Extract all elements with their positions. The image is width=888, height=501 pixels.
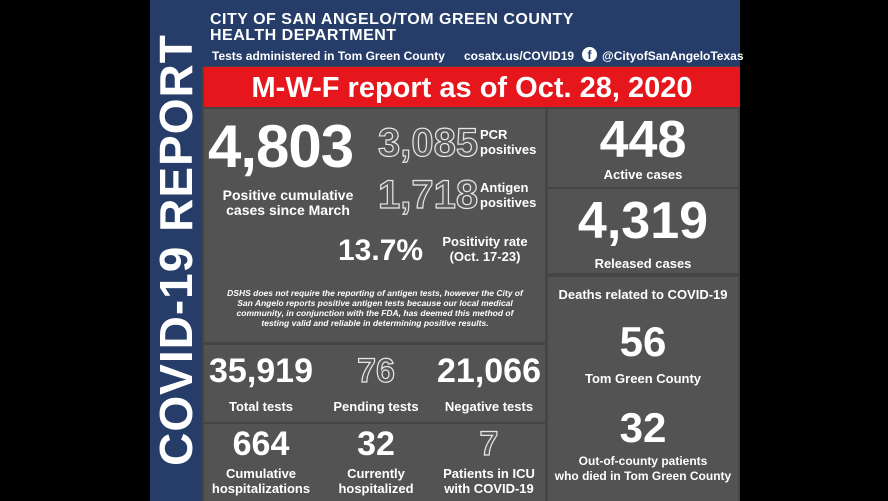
released-cases-panel bbox=[548, 189, 738, 273]
positivity-label-line2: (Oct. 17-23) bbox=[449, 249, 521, 264]
side-title: COVID-19 REPORT bbox=[150, 34, 202, 466]
pcr-positives-label: PCR positives bbox=[480, 127, 536, 157]
antigen-label-line1: Antigen bbox=[480, 180, 529, 195]
pcr-label-line2: positives bbox=[480, 142, 537, 157]
pending-tests-label: Pending tests bbox=[333, 399, 419, 414]
header-website: cosatx.us/COVID19 bbox=[464, 49, 575, 63]
county-deaths-label: Tom Green County bbox=[584, 371, 702, 386]
antigen-label-line2: positives bbox=[480, 195, 537, 210]
out-of-county-line1: Out-of-county patients bbox=[578, 454, 708, 468]
out-of-county-line2: who died in Tom Green County bbox=[554, 469, 732, 483]
cumulative-label-line2: cases since March bbox=[226, 202, 350, 218]
released-cases-label: Released cases bbox=[594, 256, 692, 271]
negative-tests-value: 21,066 bbox=[437, 352, 541, 390]
out-of-county-deaths-label: Out-of-county patients who died in Tom G… bbox=[548, 454, 738, 484]
side-bar bbox=[150, 0, 202, 501]
cumulative-cases-value: 4,803 bbox=[208, 113, 354, 180]
deaths-panel bbox=[548, 277, 738, 501]
hosp-cumulative-line1: Cumulative bbox=[225, 466, 297, 481]
hosp-current-line1: Currently bbox=[347, 466, 405, 481]
pcr-label-line1: PCR bbox=[480, 127, 508, 142]
cumulative-hospitalizations-label: Cumulative hospitalizations bbox=[204, 466, 318, 496]
hospital-panel bbox=[204, 424, 545, 501]
active-cases-panel bbox=[548, 109, 738, 187]
county-deaths-value: 56 bbox=[619, 318, 667, 365]
tests-panel bbox=[204, 345, 545, 422]
report-date-banner: M-W-F report as of Oct. 28, 2020 bbox=[204, 67, 740, 107]
header-title: CITY OF SAN ANGELO/TOM GREEN COUNTY HEAL… bbox=[210, 12, 574, 44]
note-line1: DSHS does not require the reporting of a… bbox=[227, 288, 523, 298]
antigen-reporting-note: DSHS does not require the reporting of a… bbox=[208, 288, 542, 328]
released-cases-value: 4,319 bbox=[577, 192, 709, 250]
header-subtitle: Tests administered in Tom Green County bbox=[212, 49, 445, 63]
header-title-line1: CITY OF SAN ANGELO/TOM GREEN COUNTY bbox=[210, 11, 574, 28]
note-line2: San Angelo reports positive antigen test… bbox=[237, 298, 513, 308]
pending-tests-value: 76 bbox=[356, 351, 395, 390]
active-cases-value: 448 bbox=[599, 111, 687, 169]
facebook-icon: f bbox=[582, 47, 597, 62]
note-line4: testing valid and reliable in determinin… bbox=[261, 318, 489, 328]
positivity-rate-label: Positivity rate (Oct. 17-23) bbox=[432, 234, 538, 264]
header-title-line2: HEALTH DEPARTMENT bbox=[210, 27, 397, 44]
positivity-rate-value: 13.7% bbox=[338, 234, 424, 267]
total-tests-label: Total tests bbox=[228, 399, 294, 414]
positivity-label-line1: Positivity rate bbox=[442, 234, 528, 249]
antigen-positives-value: 1,718 bbox=[377, 172, 479, 217]
active-cases-label: Active cases bbox=[603, 167, 683, 182]
negative-tests-label: Negative tests bbox=[444, 399, 534, 414]
cumulative-cases-label: Positive cumulative cases since March bbox=[208, 188, 368, 218]
cases-panel bbox=[204, 109, 545, 342]
icu-line1: Patients in ICU bbox=[443, 466, 535, 481]
currently-hospitalized-value: 32 bbox=[357, 425, 395, 463]
note-line3: community, in conjunction with the FDA, … bbox=[236, 308, 514, 318]
currently-hospitalized-label: Currently hospitalized bbox=[320, 466, 432, 496]
total-tests-value: 35,919 bbox=[209, 352, 313, 390]
antigen-positives-label: Antigen positives bbox=[480, 180, 536, 210]
out-of-county-deaths-value: 32 bbox=[619, 404, 667, 451]
banner-text: M-W-F report as of Oct. 28, 2020 bbox=[251, 72, 693, 104]
hosp-current-line2: hospitalized bbox=[338, 481, 414, 496]
deaths-heading: Deaths related to COVID-19 bbox=[558, 287, 728, 302]
header-facebook-handle: @CityofSanAngeloTexas bbox=[602, 49, 744, 63]
hosp-cumulative-line2: hospitalizations bbox=[211, 481, 311, 496]
cumulative-hospitalizations-value: 664 bbox=[232, 425, 290, 463]
icu-patients-value: 7 bbox=[479, 424, 499, 463]
icu-line2: with COVID-19 bbox=[444, 481, 534, 496]
icu-patients-label: Patients in ICU with COVID-19 bbox=[434, 466, 544, 496]
pcr-positives-value: 3,085 bbox=[377, 120, 479, 165]
cumulative-label-line1: Positive cumulative bbox=[222, 187, 354, 203]
header: CITY OF SAN ANGELO/TOM GREEN COUNTY HEAL… bbox=[202, 0, 744, 66]
